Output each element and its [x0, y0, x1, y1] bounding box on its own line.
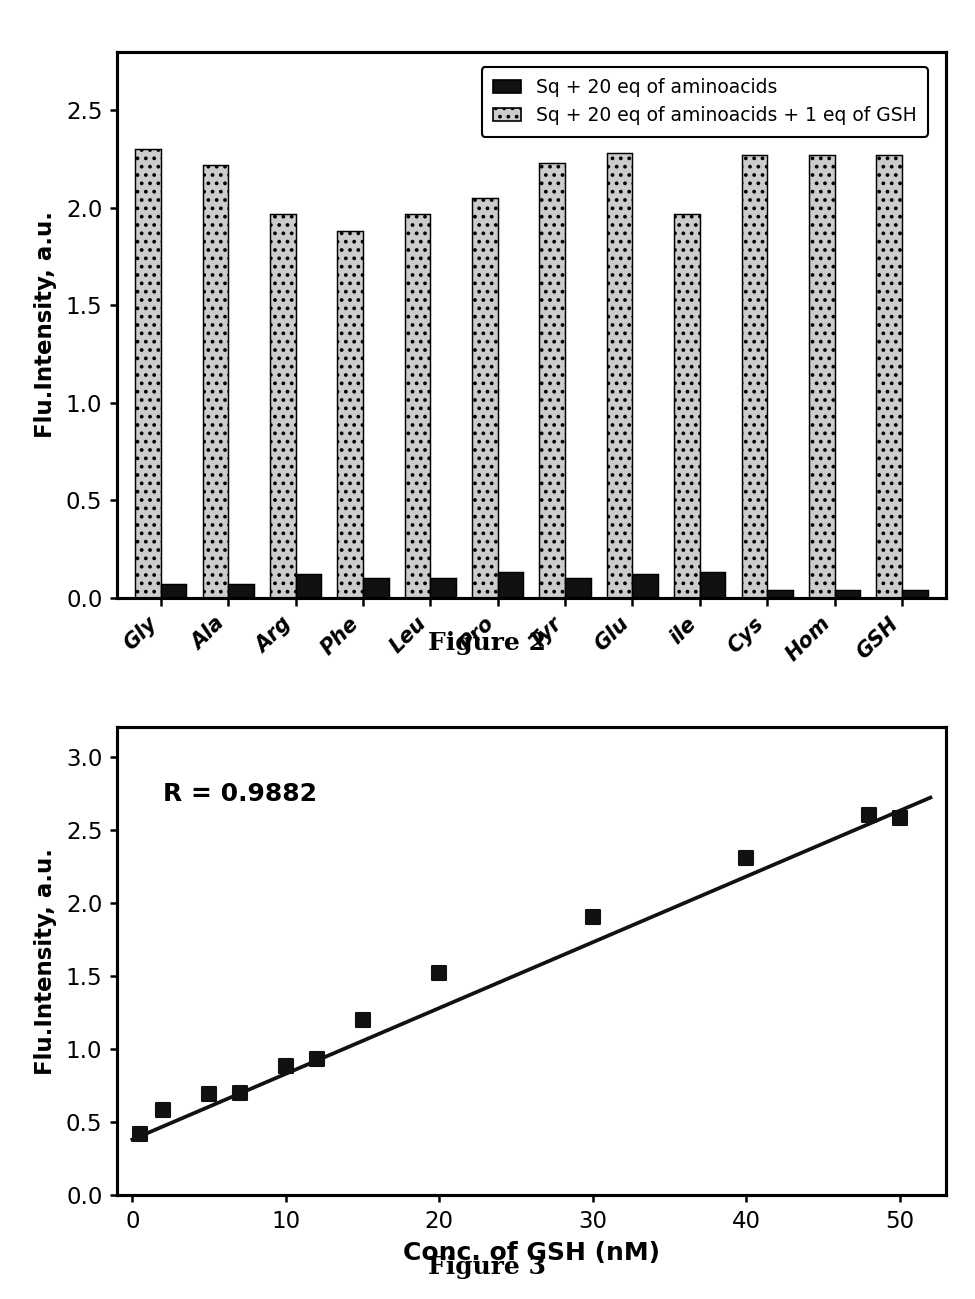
Bar [337, 231, 363, 598]
Point [738, 847, 754, 868]
Bar [295, 574, 321, 598]
Point [232, 1082, 248, 1103]
Text: R = 0.9882: R = 0.9882 [163, 782, 317, 805]
Bar [700, 572, 725, 598]
Text: Figure 2: Figure 2 [428, 631, 547, 655]
Bar [566, 578, 591, 598]
Bar [363, 578, 388, 598]
Point [432, 963, 448, 983]
Point [201, 1083, 216, 1104]
Point [155, 1100, 171, 1121]
Bar [228, 585, 254, 598]
Legend: Sq + 20 eq of aminoacids, Sq + 20 eq of aminoacids + 1 eq of GSH: Sq + 20 eq of aminoacids, Sq + 20 eq of … [482, 66, 928, 136]
Bar [877, 156, 902, 598]
Text: Figure 3: Figure 3 [428, 1255, 547, 1278]
Bar [767, 590, 793, 598]
Bar [497, 572, 524, 598]
Bar [902, 590, 927, 598]
Y-axis label: Flu.Intensity, a.u.: Flu.Intensity, a.u. [34, 848, 58, 1074]
Point [892, 808, 908, 829]
Bar [742, 156, 767, 598]
Bar [203, 165, 228, 598]
Bar [633, 574, 658, 598]
Bar [472, 199, 497, 598]
Point [309, 1048, 325, 1069]
Bar [430, 578, 456, 598]
Bar [606, 153, 633, 598]
Point [585, 907, 601, 927]
Bar [136, 149, 161, 598]
Bar [270, 214, 295, 598]
Point [861, 804, 877, 826]
Y-axis label: Flu.Intensity, a.u.: Flu.Intensity, a.u. [34, 212, 58, 438]
X-axis label: Conc. of GSH (nM): Conc. of GSH (nM) [403, 1241, 660, 1265]
Point [278, 1056, 293, 1077]
Bar [161, 585, 186, 598]
Point [355, 1009, 370, 1030]
Bar [675, 214, 700, 598]
Bar [539, 164, 566, 598]
Bar [405, 214, 430, 598]
Bar [835, 590, 860, 598]
Point [133, 1124, 148, 1144]
Bar [809, 156, 835, 598]
